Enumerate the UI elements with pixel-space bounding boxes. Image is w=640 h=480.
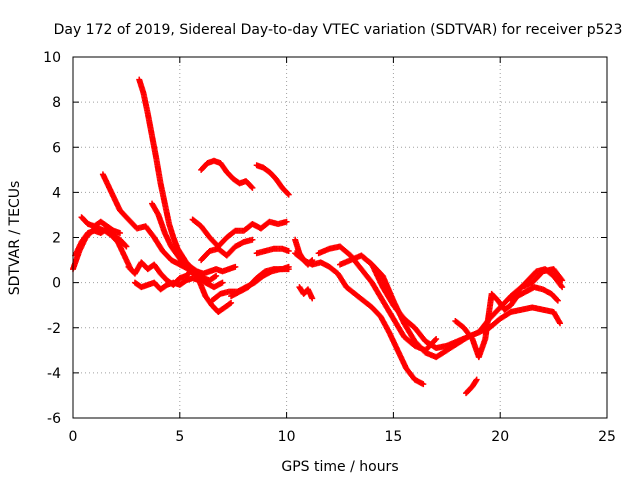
x-tick-label: 0 bbox=[69, 429, 78, 445]
data-point-marker bbox=[558, 283, 565, 290]
data-point-marker bbox=[559, 277, 566, 284]
y-tick-label: -4 bbox=[47, 366, 61, 382]
x-tick-label: 20 bbox=[491, 429, 509, 445]
data-point-marker bbox=[420, 381, 427, 388]
data-point-marker bbox=[116, 229, 123, 236]
data-series bbox=[452, 284, 561, 361]
data-point-marker bbox=[122, 242, 129, 249]
data-series bbox=[198, 236, 256, 264]
data-series bbox=[253, 245, 292, 257]
data-point-marker bbox=[285, 263, 292, 270]
data-point-marker bbox=[432, 337, 439, 344]
data-point-marker bbox=[228, 299, 235, 306]
data-point-marker bbox=[284, 190, 291, 197]
data-point-marker bbox=[283, 218, 290, 225]
y-tick-label: 6 bbox=[52, 140, 61, 156]
axis-ticks bbox=[72, 56, 608, 419]
data-point-marker bbox=[249, 184, 256, 191]
data-series bbox=[253, 162, 292, 198]
data-point-marker bbox=[123, 243, 130, 250]
data-series bbox=[78, 214, 123, 236]
y-tick-label: 0 bbox=[52, 276, 61, 292]
data-point-marker bbox=[213, 272, 220, 279]
data-point-marker bbox=[559, 284, 566, 291]
data-point-marker bbox=[473, 376, 480, 383]
data-series bbox=[131, 275, 235, 315]
data-point-marker bbox=[285, 248, 292, 255]
data-points bbox=[70, 76, 566, 397]
data-series bbox=[296, 284, 316, 302]
grid bbox=[73, 57, 607, 418]
data-series bbox=[72, 225, 130, 259]
data-point-marker bbox=[232, 263, 239, 270]
data-series bbox=[507, 266, 566, 304]
data-point-marker bbox=[219, 279, 226, 286]
data-series bbox=[463, 376, 480, 397]
y-tick-label: 2 bbox=[52, 231, 61, 247]
tick-labels: 0 5 10 15 20 25 -6 -4 -2 0 2 4 6 8 10 bbox=[43, 50, 616, 445]
data-point-marker bbox=[189, 266, 196, 273]
data-point-marker bbox=[248, 183, 255, 190]
y-axis-label: SDTVAR / TECUs bbox=[7, 181, 23, 296]
x-tick-label: 15 bbox=[384, 429, 402, 445]
x-tick-label: 5 bbox=[175, 429, 184, 445]
data-series bbox=[228, 263, 292, 300]
y-tick-label: -2 bbox=[47, 321, 61, 337]
chart-title: Day 172 of 2019, Sidereal Day-to-day VTE… bbox=[54, 22, 623, 38]
x-tick-label: 25 bbox=[598, 429, 616, 445]
x-axis-label: GPS time / hours bbox=[281, 459, 398, 475]
data-series bbox=[292, 250, 427, 388]
data-point-marker bbox=[309, 295, 316, 302]
data-series bbox=[136, 76, 239, 277]
y-tick-label: 4 bbox=[52, 185, 61, 201]
y-tick-label: 10 bbox=[43, 50, 61, 66]
data-series bbox=[198, 157, 256, 191]
data-point-marker bbox=[226, 300, 233, 307]
data-point-marker bbox=[553, 296, 560, 303]
data-point-marker bbox=[558, 276, 565, 283]
data-point-marker bbox=[212, 273, 219, 280]
y-tick-label: -6 bbox=[47, 411, 61, 427]
data-point-marker bbox=[433, 336, 440, 343]
data-series bbox=[189, 216, 290, 250]
y-tick-label: 8 bbox=[52, 95, 61, 111]
data-point-marker bbox=[557, 320, 564, 327]
x-tick-label: 10 bbox=[278, 429, 296, 445]
data-series bbox=[149, 200, 220, 284]
data-point-marker bbox=[188, 267, 195, 274]
data-point-marker bbox=[249, 236, 256, 243]
data-point-marker bbox=[554, 297, 561, 304]
data-point-marker bbox=[285, 191, 292, 198]
data-series bbox=[337, 252, 564, 352]
